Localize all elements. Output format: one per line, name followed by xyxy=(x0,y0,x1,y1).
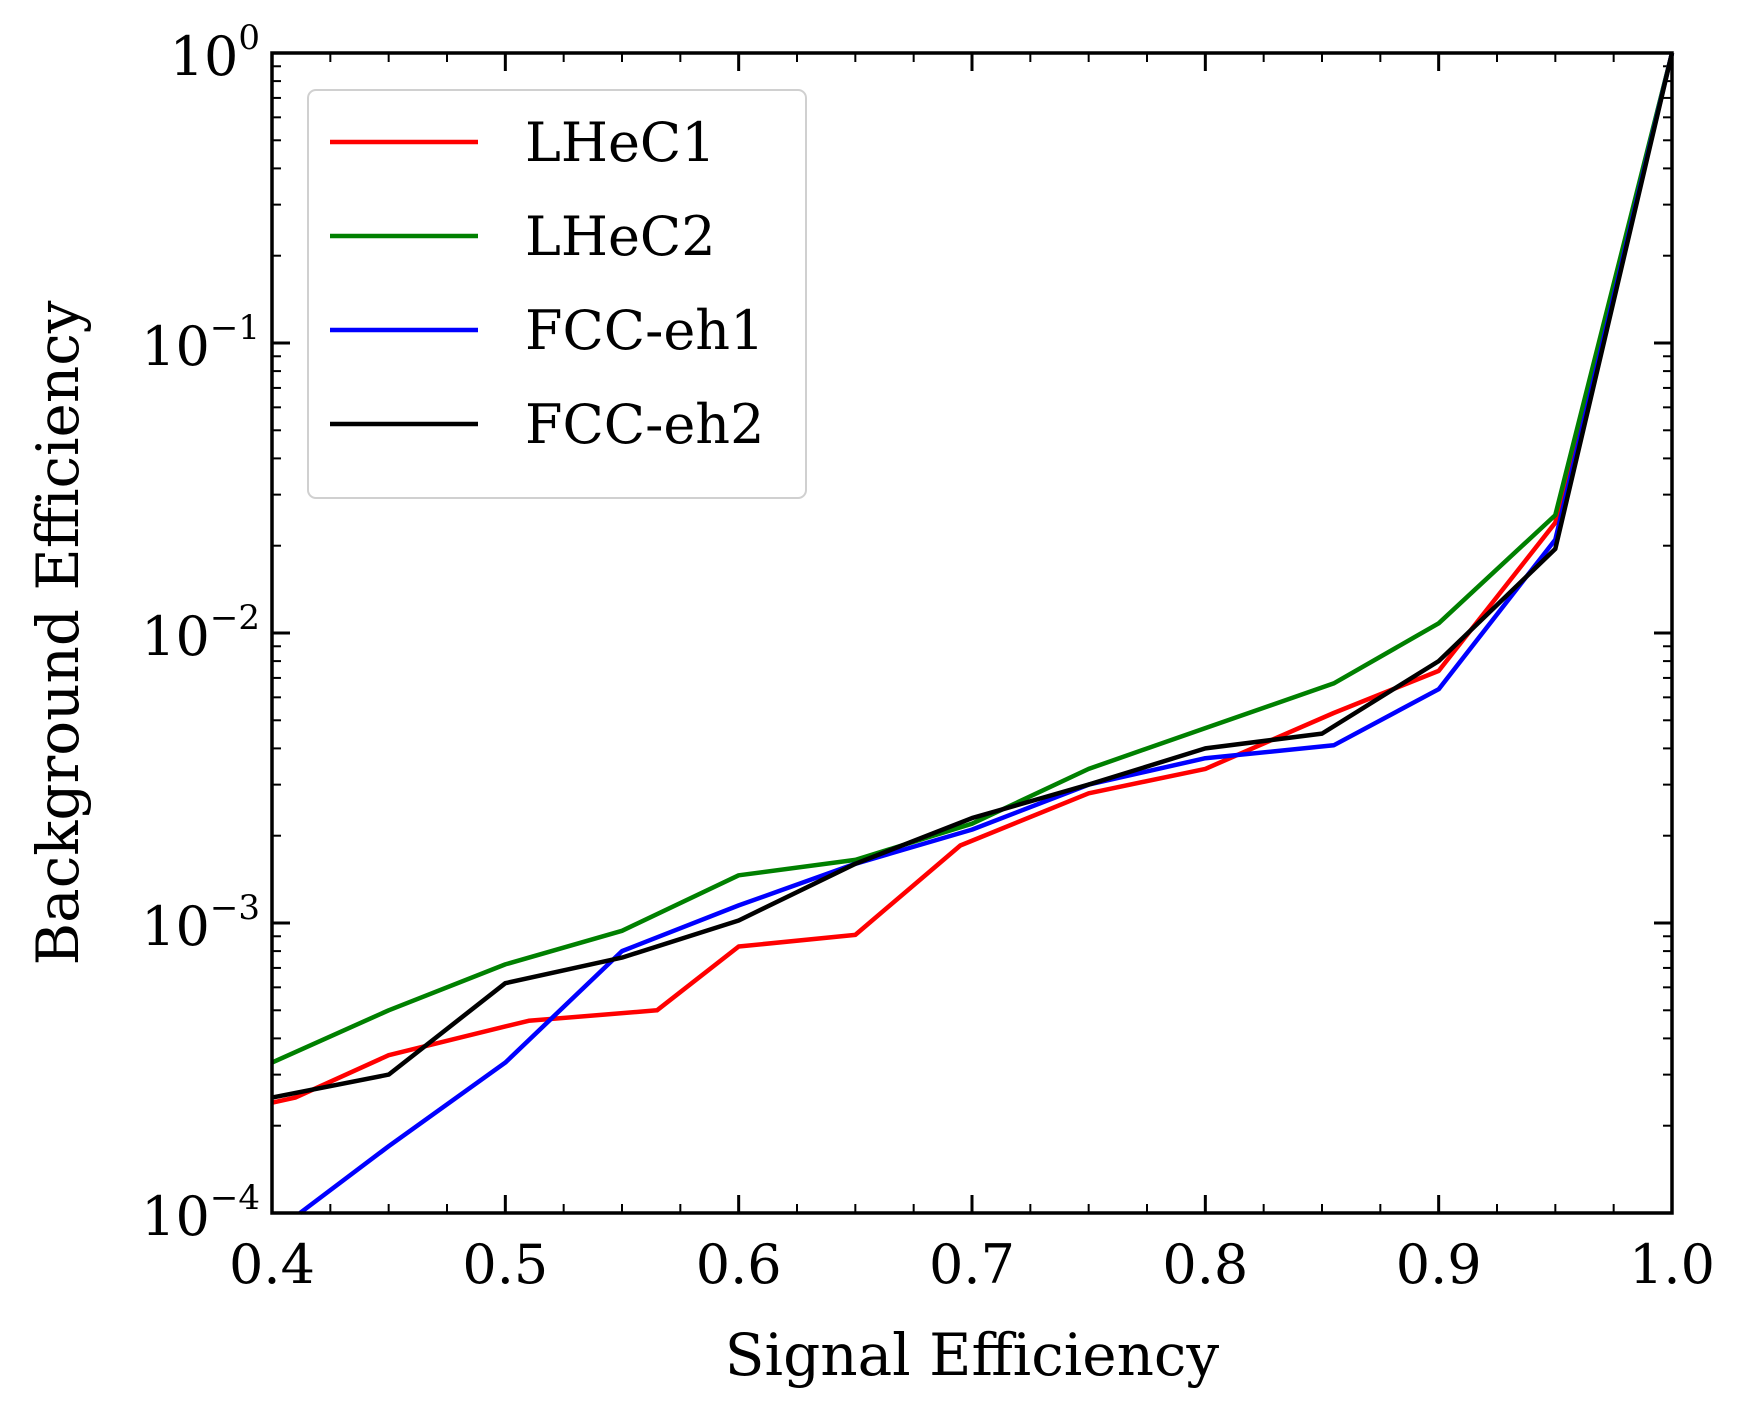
legend-entries: LHeC1 LHeC2 FCC-eh1 FCC-eh2 xyxy=(330,111,764,456)
legend-label-lhec1: LHeC1 xyxy=(525,111,716,174)
x-tick-label: 0.6 xyxy=(696,1233,782,1296)
series-line-lhec2 xyxy=(271,52,1675,1065)
series-lines xyxy=(271,52,1675,1215)
legend-label-lhec2: LHeC2 xyxy=(525,205,716,268)
legend-label-fcc-eh1: FCC-eh1 xyxy=(525,299,764,362)
x-tick-label: 0.4 xyxy=(229,1233,315,1296)
x-tick-label: 0.7 xyxy=(929,1233,1015,1296)
x-tick-label: 0.8 xyxy=(1162,1233,1248,1296)
x-tick-label: 1.0 xyxy=(1629,1233,1715,1296)
x-axis-label: Signal Efficiency xyxy=(725,1321,1220,1389)
series-line-fcc-eh1 xyxy=(298,52,1675,1215)
y-tick-label: 100 xyxy=(170,18,260,88)
series-line-fcc-eh2 xyxy=(271,52,1675,1100)
legend-box xyxy=(307,89,807,499)
y-tick-label: 10−2 xyxy=(141,598,260,668)
y-axis-ticks: 100 10−1 10−2 10−3 10−4 xyxy=(141,18,1672,1248)
x-axis-ticks: 0.4 0.5 0.6 0.7 0.8 0.9 1.0 xyxy=(229,53,1715,1296)
legend: LHeC1 LHeC2 FCC-eh1 FCC-eh2 xyxy=(307,89,807,499)
y-axis-label: Background Efficiency xyxy=(24,300,92,965)
x-tick-label: 0.9 xyxy=(1396,1233,1482,1296)
y-tick-label: 10−3 xyxy=(141,888,260,958)
legend-label-fcc-eh2: FCC-eh2 xyxy=(525,393,764,456)
x-tick-label: 0.5 xyxy=(462,1233,548,1296)
y-tick-label: 10−4 xyxy=(141,1178,260,1248)
y-tick-label: 10−1 xyxy=(141,308,260,378)
